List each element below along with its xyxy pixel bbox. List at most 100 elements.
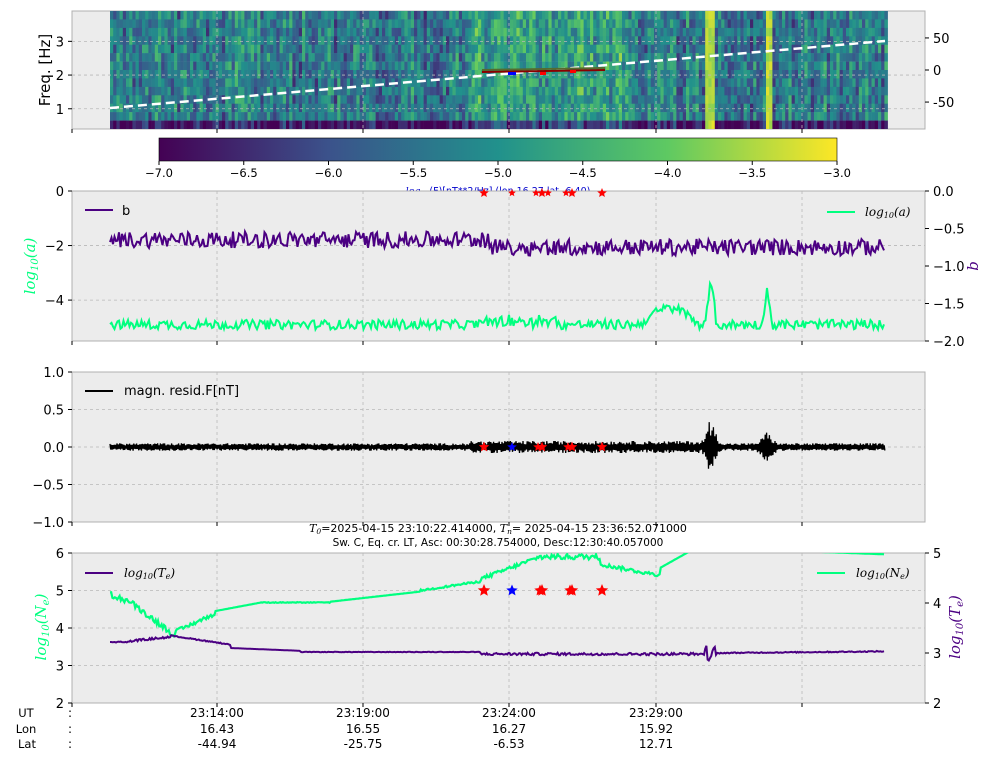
spectrogram-cell — [161, 78, 165, 88]
spectrogram-cell — [132, 112, 136, 121]
spectrogram-cell — [663, 120, 668, 129]
spectrogram-cell — [266, 103, 271, 113]
spectrogram-cell — [798, 103, 802, 113]
spectrogram-cell — [154, 103, 159, 113]
spectrogram-cell — [209, 70, 213, 79]
spectrogram-cell — [247, 95, 252, 104]
spectrogram-cell — [126, 95, 130, 104]
y2-tick-label: 2 — [933, 697, 941, 712]
spectrogram-cell — [663, 53, 668, 62]
spectrogram-cell — [510, 27, 514, 37]
spectrogram-cell — [362, 44, 367, 54]
spectrogram-cell — [260, 53, 264, 62]
spectrogram-cell — [270, 27, 274, 37]
spectrogram-cell — [436, 112, 440, 121]
spectrogram-cell — [343, 86, 348, 96]
spectrogram-cell — [148, 19, 152, 29]
spectrogram-cell — [439, 103, 444, 113]
spectrogram-cell — [250, 112, 255, 121]
spectrogram-cell — [378, 103, 383, 113]
spectrogram-cell — [545, 11, 549, 20]
spectrogram-cell — [775, 78, 780, 88]
colorbar-tick-label: −4.5 — [569, 166, 597, 180]
spectrogram-cell — [823, 95, 828, 104]
spectrogram-cell — [145, 86, 149, 96]
spectrogram-cell — [423, 61, 428, 71]
spectrogram-cell — [762, 53, 767, 62]
spectrogram-cell — [516, 86, 520, 96]
spectrogram-cell — [727, 44, 732, 54]
spectrogram-cell — [510, 120, 514, 129]
spectrogram-cell — [596, 27, 600, 37]
spectrogram-cell — [721, 86, 725, 96]
spectrogram-cell — [634, 53, 639, 62]
spectrogram-cell — [794, 95, 799, 104]
spectrogram-cell — [820, 120, 824, 129]
spectrogram-cell — [177, 95, 181, 104]
spectrogram-cell — [430, 78, 434, 88]
spectrogram-cell — [718, 70, 722, 79]
spectrogram-cell — [878, 103, 882, 113]
spectrogram-cell — [170, 103, 175, 113]
spectrogram-cell — [289, 27, 293, 37]
spectrogram-cell — [324, 27, 328, 37]
spectrogram-cell — [362, 86, 367, 96]
spectrogram-cell — [868, 70, 872, 79]
spectrogram-cell — [132, 19, 136, 29]
spectrogram-cell — [519, 112, 524, 121]
spectrogram-cell — [228, 112, 232, 121]
spectrogram-cell — [679, 36, 684, 45]
spectrogram-cell — [193, 19, 197, 29]
spectrogram-cell — [756, 70, 760, 79]
spectrogram-cell — [122, 86, 127, 96]
spectrogram-cell — [442, 86, 447, 96]
spectrogram-cell — [138, 95, 143, 104]
spectrogram-cell — [807, 53, 812, 62]
spectrogram-cell — [615, 53, 620, 62]
spectrogram-cell — [423, 78, 428, 88]
spectrogram-cell — [881, 11, 885, 20]
spectrogram-cell — [711, 36, 716, 45]
spectrogram-cell — [151, 78, 156, 88]
spectrogram-cell — [372, 70, 376, 79]
spectrogram-cell — [679, 11, 684, 20]
spectrogram-cell — [529, 112, 533, 121]
spectrogram-cell — [490, 103, 495, 113]
spectrogram-cell — [545, 112, 549, 121]
spectrogram-cell — [593, 61, 597, 71]
colorbar: −7.0−6.5−6.0−5.5−5.0−4.5−4.0−3.5−3.0 log… — [145, 137, 851, 198]
spectrogram-cell — [673, 36, 677, 45]
spectrogram-cell — [302, 27, 306, 37]
spectrogram-cell — [612, 86, 616, 96]
spectrogram-cell — [833, 44, 837, 54]
spectrogram-cell — [266, 53, 271, 62]
spectrogram-cell — [241, 112, 245, 121]
spectrogram-cell — [503, 78, 508, 88]
spectrogram-cell — [385, 120, 389, 129]
spectrogram-cell — [122, 112, 127, 121]
spectrogram-cell — [314, 103, 319, 113]
spectrogram-cell — [564, 78, 568, 88]
spectrogram-cell — [625, 11, 629, 20]
x-row-colon: : — [68, 722, 72, 736]
spectrogram-cell — [494, 95, 498, 104]
spectrogram-cell — [404, 19, 408, 29]
spectrogram-cell — [634, 11, 639, 20]
spectrogram-cell — [426, 112, 431, 121]
spectrogram-cell — [391, 112, 396, 121]
spectrogram-cell — [119, 103, 124, 113]
spectrogram-cell — [801, 95, 805, 104]
spectrogram-cell — [618, 70, 623, 79]
spectrogram-cell — [199, 11, 204, 20]
spectrogram-cell — [231, 120, 236, 129]
spectrogram-cell — [753, 112, 757, 121]
spectrogram-cell — [884, 78, 888, 88]
spectrogram-cell — [497, 44, 501, 54]
spectrogram-cell — [340, 27, 344, 37]
spectrogram-cell — [638, 44, 642, 54]
spectrogram-cell — [618, 53, 623, 62]
spectrogram-cell — [436, 19, 440, 29]
spectrogram-cell — [692, 44, 696, 54]
spectrogram-cell — [260, 112, 264, 121]
spectrogram-cell — [452, 19, 456, 29]
